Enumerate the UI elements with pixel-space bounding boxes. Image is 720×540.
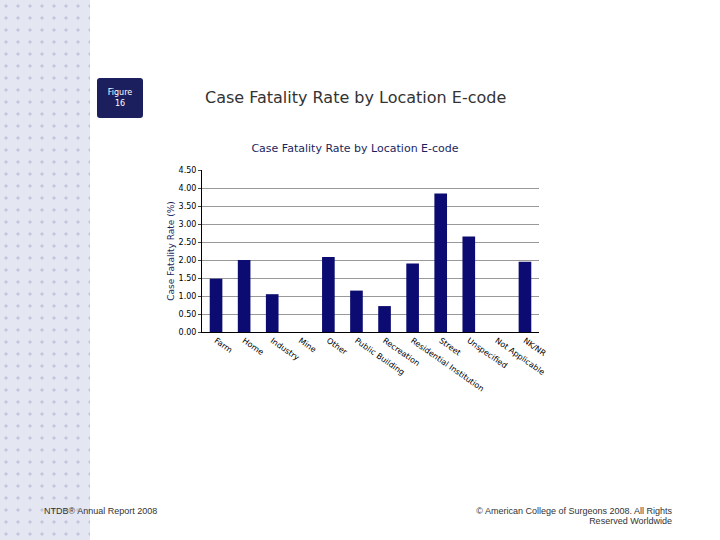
- html-text:Case Fatality Rate by Location: Case Fatality Rate by Location E-code: [205, 88, 507, 107]
- svg-text:Other: Other: [325, 336, 349, 357]
- svg-text:1.50: 1.50: [179, 274, 197, 283]
- svg-text:1.00: 1.00: [179, 292, 197, 301]
- svg-text:Recreation: Recreation: [381, 336, 421, 368]
- svg-text:Not Applicable: Not Applicable: [493, 336, 546, 377]
- svg-text:Residential Institution: Residential Institution: [409, 336, 486, 393]
- html-text:© American College of Surgeons: © American College of Surgeons 2008. All…: [476, 506, 672, 526]
- svg-text:0.50: 0.50: [179, 310, 197, 319]
- svg-text:2.00: 2.00: [179, 256, 197, 265]
- svg-text:Industry: Industry: [269, 336, 301, 362]
- html-text:Figure 16: Figure 16: [107, 88, 133, 108]
- svg-text:Case Fatality Rate (%): Case Fatality Rate (%): [166, 201, 176, 301]
- svg-text:Street: Street: [437, 336, 462, 357]
- svg-text:0.00: 0.00: [179, 328, 197, 337]
- svg-text:Case Fatality Rate by Location: Case Fatality Rate by Location E-code: [251, 142, 458, 155]
- svg-text:4.00: 4.00: [179, 184, 197, 193]
- svg-text:Unspecified: Unspecified: [465, 336, 508, 370]
- svg-text:3.00: 3.00: [179, 220, 197, 229]
- svg-text:Farm: Farm: [213, 336, 234, 355]
- svg-text:Home: Home: [241, 336, 266, 357]
- svg-text:2.50: 2.50: [179, 238, 197, 247]
- svg-text:Public Building: Public Building: [353, 336, 406, 377]
- svg-text:3.50: 3.50: [179, 202, 197, 211]
- svg-text:NK/NR: NK/NR: [522, 336, 548, 358]
- svg-text:4.50: 4.50: [179, 166, 197, 175]
- html-text:NTDB® Annual Report 2008: NTDB® Annual Report 2008: [44, 506, 158, 516]
- svg-text:Mine: Mine: [297, 336, 318, 354]
